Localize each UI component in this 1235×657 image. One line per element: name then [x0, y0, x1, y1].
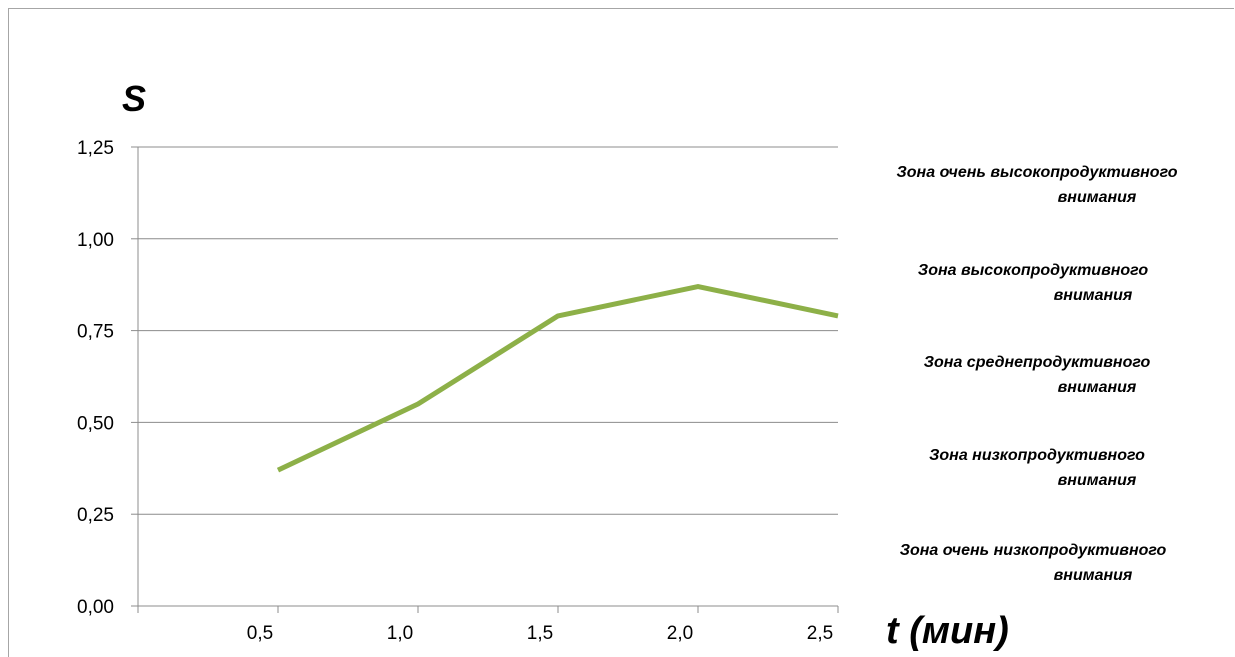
- zone-label-line: внимания: [1053, 567, 1133, 584]
- y-tick-label: 1,00: [77, 230, 114, 251]
- zone-label-low: Зона низкопродуктивного внимания: [857, 443, 1217, 493]
- series-line: [276, 284, 839, 473]
- zone-label-line: внимания: [1057, 472, 1137, 489]
- zone-label-very-high: Зона очень высокопродуктивного внимания: [857, 160, 1217, 210]
- zone-label-line: Зона низкопродуктивного: [929, 447, 1145, 464]
- zone-label-line: Зона высокопродуктивного: [917, 262, 1149, 279]
- y-tick-labels: 0,00 0,25 0,50 0,75 1,00 1,25: [77, 138, 114, 618]
- zone-label-line: внимания: [1057, 379, 1137, 396]
- gridlines: [138, 146, 838, 515]
- x-tick-label: 1,0: [387, 623, 413, 644]
- chart-frame: [8, 8, 1234, 657]
- y-tick-label: 0,00: [77, 597, 114, 618]
- y-tick-label: 1,25: [77, 138, 114, 159]
- y-axis-label: S: [122, 78, 147, 119]
- x-tick-label: 2,5: [807, 623, 833, 644]
- zone-label-line: Зона очень высокопродуктивного: [896, 164, 1178, 181]
- y-tick-label: 0,50: [77, 413, 114, 434]
- zone-label-line: внимания: [1053, 287, 1133, 304]
- zone-label-line: Зона очень низкопродуктивного: [899, 542, 1167, 559]
- x-tick-labels: 0,5 1,0 1,5 2,0 2,5: [247, 623, 833, 644]
- series: [276, 284, 839, 473]
- x-tick-label: 2,0: [667, 623, 693, 644]
- y-tick-label: 0,25: [77, 505, 114, 526]
- x-tick-label: 0,5: [247, 623, 273, 644]
- x-tick-label: 1,5: [527, 623, 553, 644]
- y-tick-label: 0,75: [77, 322, 114, 343]
- zone-label-line: внимания: [1057, 189, 1137, 206]
- zone-label-very-low: Зона очень низкопродуктивного внимания: [853, 538, 1213, 588]
- zone-label-line: Зона среднепродуктивного: [923, 354, 1151, 371]
- zone-label-high: Зона высокопродуктивного внимания: [853, 258, 1213, 308]
- axes: [131, 146, 839, 613]
- x-axis-label: t (мин): [886, 610, 1009, 652]
- zone-label-medium: Зона среднепродуктивного внимания: [857, 350, 1217, 400]
